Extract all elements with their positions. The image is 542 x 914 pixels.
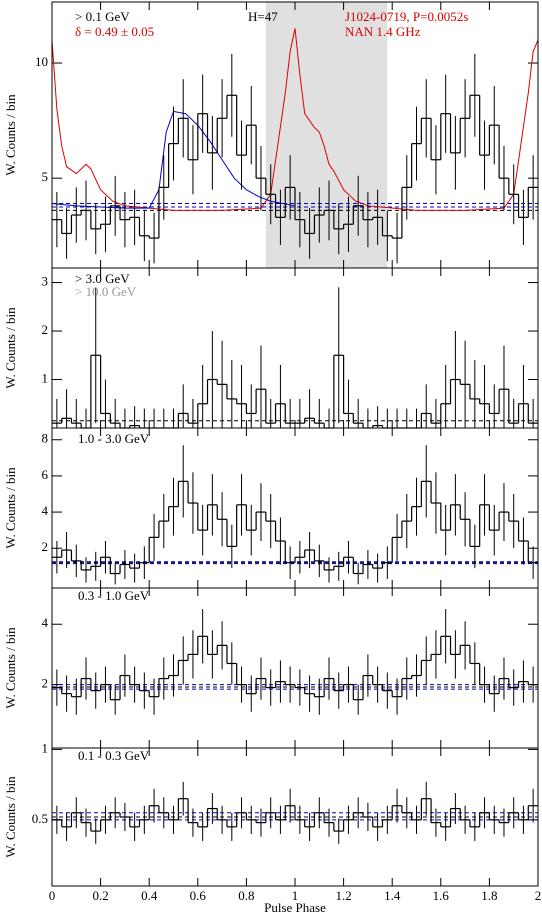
annotation: 1.0 - 3.0 GeV bbox=[78, 431, 150, 446]
y-axis-label: W. Counts / bin bbox=[3, 627, 18, 709]
x-tick-label: 0 bbox=[49, 888, 56, 903]
y-axis-label: W. Counts / bin bbox=[3, 307, 18, 389]
y-tick-label: 4 bbox=[42, 503, 49, 518]
annotation: δ = 0.49 ± 0.05 bbox=[75, 24, 154, 39]
annotation: NAN 1.4 GHz bbox=[345, 24, 421, 39]
y-tick-label: 5 bbox=[42, 169, 49, 184]
y-tick-label: 0.5 bbox=[32, 811, 48, 826]
panel-frame bbox=[51, 747, 539, 887]
shaded-region bbox=[265, 2, 388, 268]
annotation: > 10.0 GeV bbox=[75, 284, 137, 299]
y-axis-label: W. Counts / bin bbox=[3, 776, 18, 858]
x-tick-label: 0.8 bbox=[238, 888, 254, 903]
y-axis-label: W. Counts / bin bbox=[3, 94, 18, 176]
x-axis-label: Pulse Phase bbox=[264, 900, 326, 914]
annotation: J1024-0719, P=0.0052s bbox=[345, 9, 468, 24]
annotation: 0.1 - 0.3 GeV bbox=[78, 748, 150, 763]
y-tick-label: 3 bbox=[42, 274, 49, 289]
annotation: 0.3 - 1.0 GeV bbox=[78, 588, 150, 603]
y-tick-label: 10 bbox=[35, 54, 48, 69]
model-curve bbox=[51, 28, 539, 211]
y-tick-label: 2 bbox=[42, 539, 49, 554]
x-tick-label: 2 bbox=[535, 888, 542, 903]
x-tick-label: 0.4 bbox=[141, 888, 158, 903]
x-tick-label: 1.8 bbox=[481, 888, 497, 903]
x-tick-label: 1.2 bbox=[335, 888, 351, 903]
x-tick-label: 0.6 bbox=[190, 888, 207, 903]
annotation: > 0.1 GeV bbox=[75, 9, 130, 24]
y-tick-label: 8 bbox=[42, 431, 49, 446]
x-tick-label: 1.6 bbox=[433, 888, 450, 903]
annotation: H=47 bbox=[248, 9, 278, 24]
x-tick-label: 0.2 bbox=[92, 888, 108, 903]
annotation: > 3.0 GeV bbox=[75, 271, 130, 286]
y-tick-label: 2 bbox=[42, 322, 49, 337]
y-tick-label: 2 bbox=[42, 676, 49, 691]
x-tick-label: 1.4 bbox=[384, 888, 401, 903]
y-tick-label: 4 bbox=[42, 615, 49, 630]
y-tick-label: 1 bbox=[42, 370, 49, 385]
y-axis-label: W. Counts / bin bbox=[3, 467, 18, 549]
y-tick-label: 1 bbox=[42, 740, 49, 755]
x-tick-label: 1 bbox=[292, 888, 299, 903]
y-tick-label: 6 bbox=[42, 467, 49, 482]
